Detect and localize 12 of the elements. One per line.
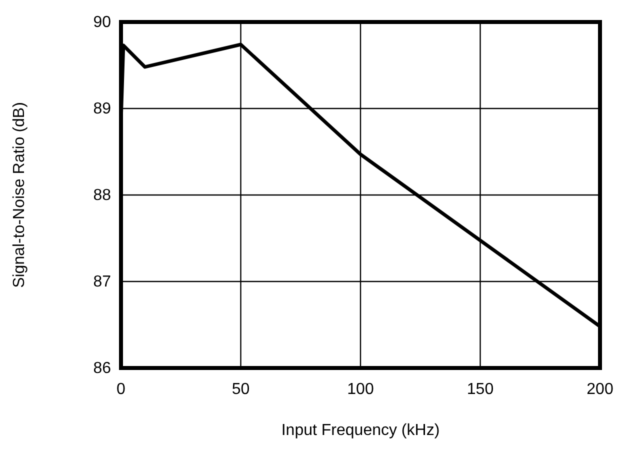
x-tick-label: 200 xyxy=(586,381,614,398)
y-tick-label: 87 xyxy=(93,274,112,290)
y-tick-label: 89 xyxy=(93,100,112,118)
x-tick-label: 0 xyxy=(116,381,126,398)
x-tick-label: 50 xyxy=(232,381,250,398)
y-tick-label: 90 xyxy=(93,14,112,31)
x-tick-label: 100 xyxy=(347,381,374,398)
x-tick-label: 150 xyxy=(466,381,494,398)
y-tick-label: 86 xyxy=(93,360,112,377)
y-axis-title: Signal-to-Noise Ratio (dB) xyxy=(11,102,28,288)
y-tick-label: 88 xyxy=(93,187,112,204)
x-axis-title: Input Frequency (kHz) xyxy=(281,422,440,439)
